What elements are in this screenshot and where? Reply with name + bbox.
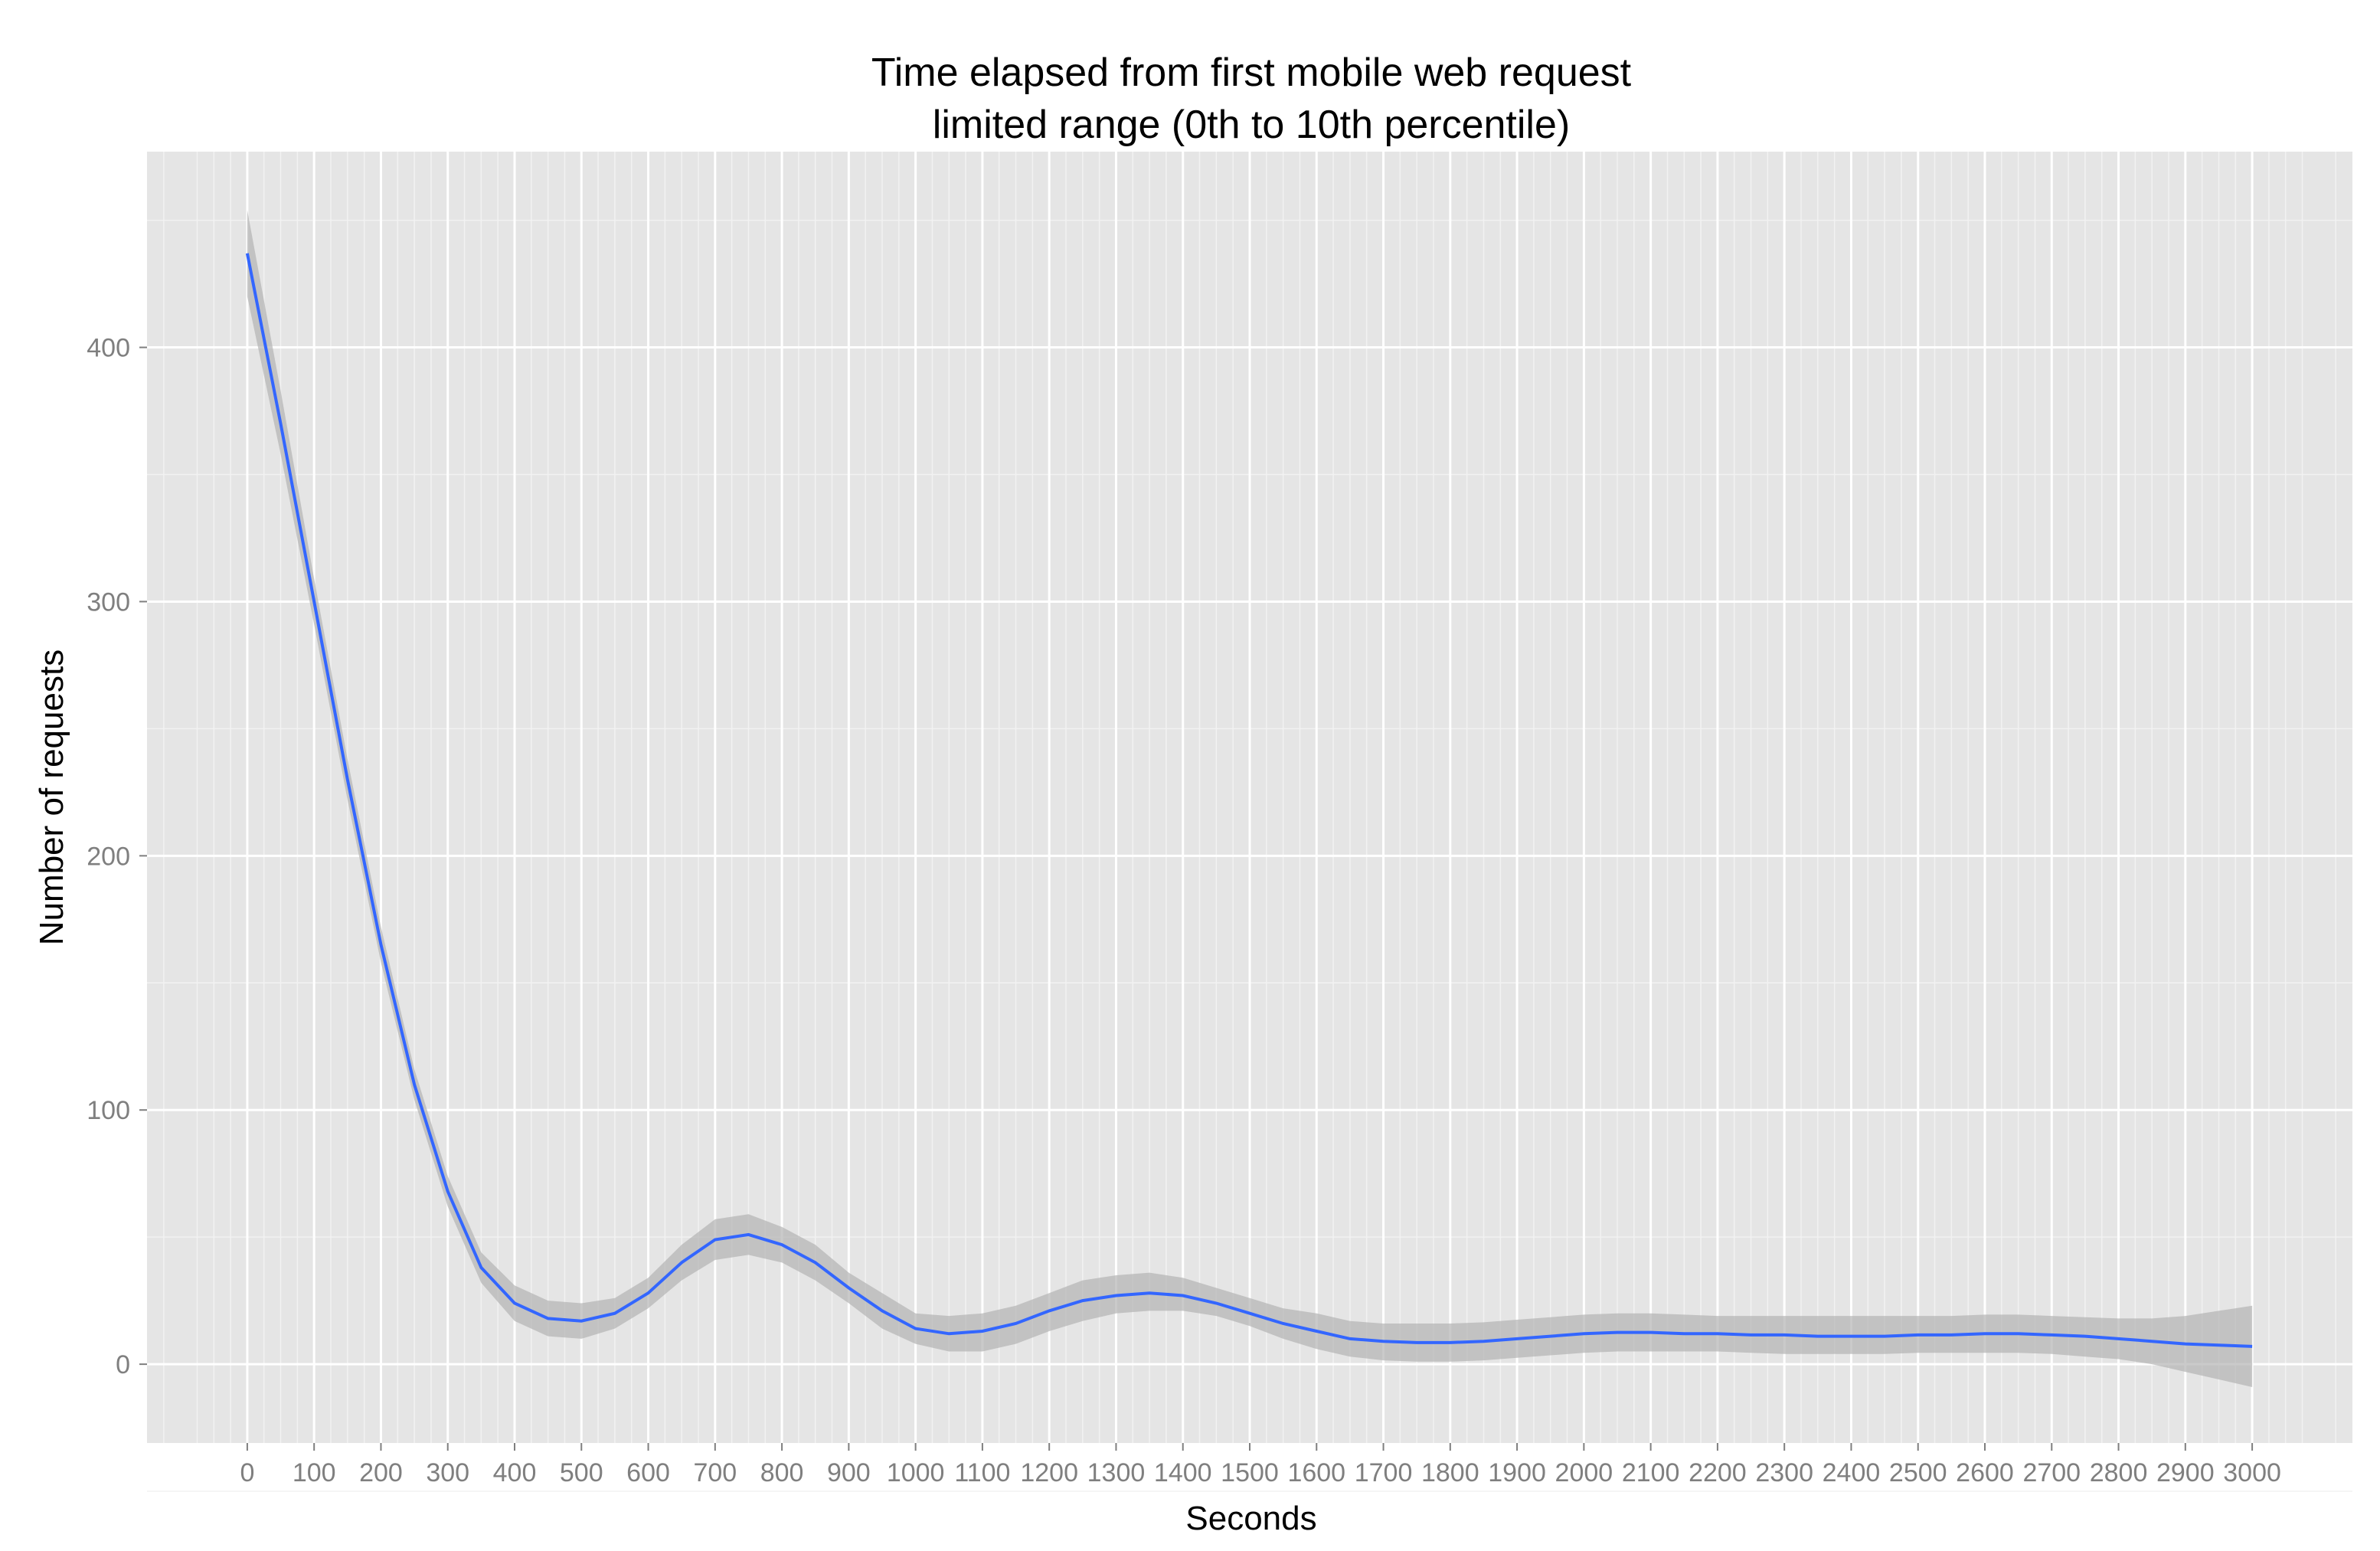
chart-title: Time elapsed from first mobile web reque… xyxy=(871,51,1632,95)
x-tick-label: 800 xyxy=(760,1458,804,1487)
x-tick-label: 2400 xyxy=(1823,1458,1881,1487)
y-axis-title: Number of requests xyxy=(33,650,70,945)
x-tick-label: 1300 xyxy=(1087,1458,1146,1487)
x-tick-label: 2700 xyxy=(2022,1458,2081,1487)
x-tick-label: 2300 xyxy=(1755,1458,1813,1487)
x-tick-label: 900 xyxy=(827,1458,871,1487)
x-tick-label: 2500 xyxy=(1889,1458,1947,1487)
x-tick-label: 1800 xyxy=(1421,1458,1479,1487)
chart-subtitle: limited range (0th to 10th percentile) xyxy=(933,103,1570,147)
x-tick-label: 2100 xyxy=(1622,1458,1680,1487)
x-axis-title: Seconds xyxy=(1185,1500,1316,1537)
x-tick-label: 1900 xyxy=(1488,1458,1546,1487)
x-tick-label: 1600 xyxy=(1287,1458,1345,1487)
x-tick-label: 300 xyxy=(426,1458,469,1487)
x-tick-label: 1700 xyxy=(1355,1458,1413,1487)
x-tick-label: 1100 xyxy=(954,1458,1010,1487)
x-tick-label: 100 xyxy=(293,1458,336,1487)
x-tick-label: 2800 xyxy=(2090,1458,2148,1487)
x-tick-label: 2200 xyxy=(1689,1458,1747,1487)
x-tick-label: 0 xyxy=(240,1458,254,1487)
x-tick-label: 1500 xyxy=(1221,1458,1279,1487)
y-tick-label: 300 xyxy=(87,587,130,617)
x-axis: 0 100 200 300 400 500 600 700 800 900 1000 1100 1200… xyxy=(240,1443,2281,1487)
x-tick-label: 200 xyxy=(359,1458,403,1487)
x-tick-label: 400 xyxy=(493,1458,537,1487)
x-tick-label: 1400 xyxy=(1154,1458,1212,1487)
y-tick-label: 0 xyxy=(116,1350,130,1379)
y-tick-label: 200 xyxy=(87,842,130,871)
x-tick-label: 1200 xyxy=(1020,1458,1078,1487)
smoothed-series-line xyxy=(245,253,2253,1348)
x-tick-label: 1000 xyxy=(887,1458,945,1487)
x-tick-label: 500 xyxy=(560,1458,603,1487)
x-tick-label: 600 xyxy=(626,1458,670,1487)
x-tick-label: 700 xyxy=(693,1458,737,1487)
major-grid xyxy=(147,152,2352,1443)
y-tick-label: 400 xyxy=(87,334,130,363)
y-tick-label: 100 xyxy=(87,1096,130,1125)
x-tick-label: 2000 xyxy=(1555,1458,1613,1487)
x-tick-label: 3000 xyxy=(2223,1458,2281,1487)
x-tick-label: 2600 xyxy=(1956,1458,2014,1487)
x-tick-label: 2900 xyxy=(2156,1458,2215,1487)
y-axis: 0 100 200 300 400 xyxy=(87,334,147,1379)
